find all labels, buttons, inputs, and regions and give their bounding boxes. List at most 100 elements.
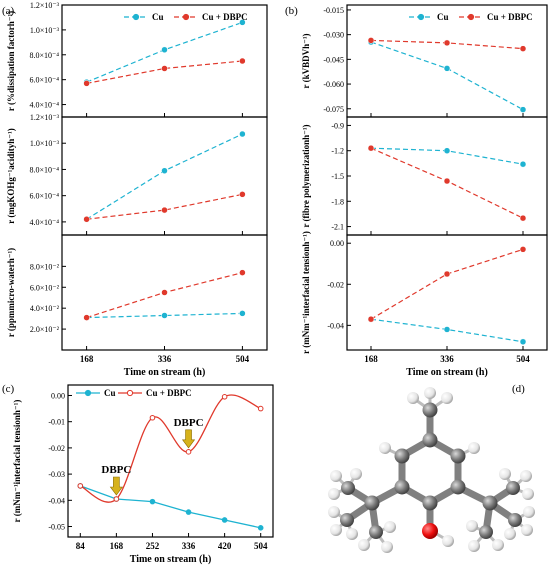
data-point bbox=[257, 405, 264, 412]
series-line-cu bbox=[86, 312, 243, 319]
x-tick-label: 168 bbox=[364, 354, 378, 364]
x-tick-label: 84 bbox=[76, 541, 86, 551]
data-point bbox=[519, 338, 527, 346]
legend-label: Cu bbox=[152, 12, 164, 22]
data-point bbox=[519, 45, 527, 52]
y-tick-label: -0.02 bbox=[327, 280, 344, 289]
y-axis-label: r (ppmmicro-waterh⁻¹) bbox=[6, 248, 16, 337]
data-point bbox=[83, 216, 90, 223]
data-point bbox=[239, 269, 246, 276]
y-tick-label: -0.060 bbox=[323, 80, 344, 89]
annotation-arrow bbox=[181, 429, 196, 449]
series-line-cu bbox=[80, 485, 261, 529]
legend-marker bbox=[182, 13, 190, 21]
data-point bbox=[519, 214, 527, 222]
x-tick-label: 168 bbox=[80, 354, 94, 364]
y-tick-label: -0.015 bbox=[323, 6, 344, 15]
data-point bbox=[443, 65, 451, 72]
data-point bbox=[77, 483, 84, 489]
annotation-dbpc: DBPC bbox=[101, 464, 131, 476]
legend-label: Cu bbox=[437, 12, 449, 22]
y-tick-label: -0.9 bbox=[331, 121, 344, 130]
legend-label: Cu bbox=[104, 388, 116, 398]
y-tick-label: 4.0×10⁻⁴ bbox=[29, 218, 59, 227]
y-tick-label: 6.0×10⁻⁴ bbox=[29, 192, 59, 201]
data-point bbox=[257, 525, 264, 531]
x-tick-label: 252 bbox=[146, 541, 160, 551]
y-tick-label: -0.030 bbox=[323, 31, 344, 40]
chart-b3: 0.00 -0.02 -0.04 168 336 504 Time on stream (h… bbox=[301, 231, 548, 378]
y-tick-label: -1.5 bbox=[331, 172, 344, 181]
series-line-cu-dbpc bbox=[370, 248, 524, 320]
y-tick-label: 8.0×10⁻⁴ bbox=[29, 51, 59, 60]
plot-frame bbox=[346, 234, 548, 351]
data-point bbox=[443, 270, 451, 278]
data-point bbox=[113, 496, 120, 502]
y-tick-label: -2.1 bbox=[331, 223, 344, 232]
data-point bbox=[519, 246, 527, 253]
legend-marker bbox=[467, 13, 475, 21]
chart-b1: -0.015 -0.030 -0.045 -0.060 -0.075 r (kVBDVh⁻… bbox=[301, 4, 548, 118]
panel-label-a: (a) bbox=[2, 5, 15, 17]
data-point bbox=[443, 326, 451, 333]
x-tick-label: 504 bbox=[254, 541, 268, 551]
legend-label: Cu + DBPC bbox=[487, 12, 533, 22]
y-tick-label: 2.0×10⁻² bbox=[30, 325, 60, 334]
panel-label-c: (c) bbox=[2, 383, 15, 395]
x-tick-label: 504 bbox=[516, 354, 530, 364]
data-point bbox=[239, 130, 246, 138]
y-axis-label: r (mgKOHg⁻¹acidityh⁻¹) bbox=[6, 128, 16, 223]
annotation-arrow bbox=[109, 476, 123, 496]
chart-b2: -0.9 -1.2 -1.5 -1.8 -2.1 r (fibre polymerizat… bbox=[301, 116, 548, 236]
molecule-diagram bbox=[328, 387, 535, 553]
y-tick-label: -1.8 bbox=[331, 197, 344, 206]
data-point bbox=[83, 80, 90, 87]
x-tick-label: 336 bbox=[158, 354, 172, 364]
plot-frame bbox=[346, 116, 548, 236]
y-axis-label: r (mNm⁻¹interfacial tensionh⁻¹) bbox=[301, 231, 311, 354]
data-point bbox=[149, 414, 156, 421]
data-point bbox=[239, 191, 246, 198]
series-line-cu-dbpc bbox=[86, 193, 243, 220]
data-point bbox=[367, 315, 375, 323]
y-tick-label: -0.045 bbox=[323, 55, 344, 64]
data-point bbox=[443, 147, 451, 154]
y-tick-label: 1.0×10⁻³ bbox=[30, 26, 60, 35]
y-tick-label: 4.0×10⁻² bbox=[30, 304, 60, 313]
data-point bbox=[239, 310, 246, 317]
y-tick-label: -0.05 bbox=[48, 523, 65, 532]
data-point bbox=[161, 312, 168, 319]
y-tick-label: 1.2×10⁻³ bbox=[30, 1, 60, 10]
panel-label-d: (d) bbox=[512, 383, 525, 395]
legend-marker bbox=[84, 389, 92, 397]
y-tick-label: 6.0×10⁻² bbox=[30, 283, 60, 292]
y-tick-label: -0.02 bbox=[48, 444, 65, 453]
y-tick-label: -0.03 bbox=[48, 470, 65, 479]
data-point bbox=[161, 167, 168, 175]
chart-a3: 2.0×10⁻² 4.0×10⁻² 6.0×10⁻² 8.0×10⁻² 168 336 50… bbox=[6, 234, 268, 378]
data-point bbox=[367, 144, 375, 152]
data-point bbox=[443, 177, 451, 185]
annotation-dbpc: DBPC bbox=[174, 417, 204, 429]
legend-marker bbox=[132, 13, 140, 21]
y-axis-label: r (kVBDVh⁻¹) bbox=[301, 33, 311, 88]
data-point bbox=[185, 509, 192, 515]
x-tick-label: 336 bbox=[182, 541, 196, 551]
legend-marker bbox=[417, 13, 425, 21]
data-point bbox=[519, 106, 527, 113]
y-tick-label: 8.0×10⁻² bbox=[30, 262, 60, 271]
data-point bbox=[185, 449, 192, 455]
y-axis-label: r (%dissipation factorh⁻¹) bbox=[6, 11, 16, 111]
plot-frame bbox=[61, 116, 268, 236]
chart-c: 0.00 -0.01 -0.02 -0.03 -0.04 -0.05 84 168 252 336… bbox=[12, 384, 274, 565]
series-line-cu bbox=[86, 133, 243, 220]
data-point bbox=[443, 39, 451, 47]
legend-label: Cu + DBPC bbox=[202, 12, 248, 22]
x-axis-label: Time on stream (h) bbox=[124, 367, 206, 378]
y-tick-label: 0.00 bbox=[330, 239, 344, 248]
x-tick-label: 168 bbox=[110, 541, 124, 551]
x-axis-label: Time on stream (h) bbox=[406, 367, 488, 378]
y-tick-label: 8.0×10⁻⁴ bbox=[29, 165, 59, 174]
plot-frame bbox=[67, 384, 274, 538]
